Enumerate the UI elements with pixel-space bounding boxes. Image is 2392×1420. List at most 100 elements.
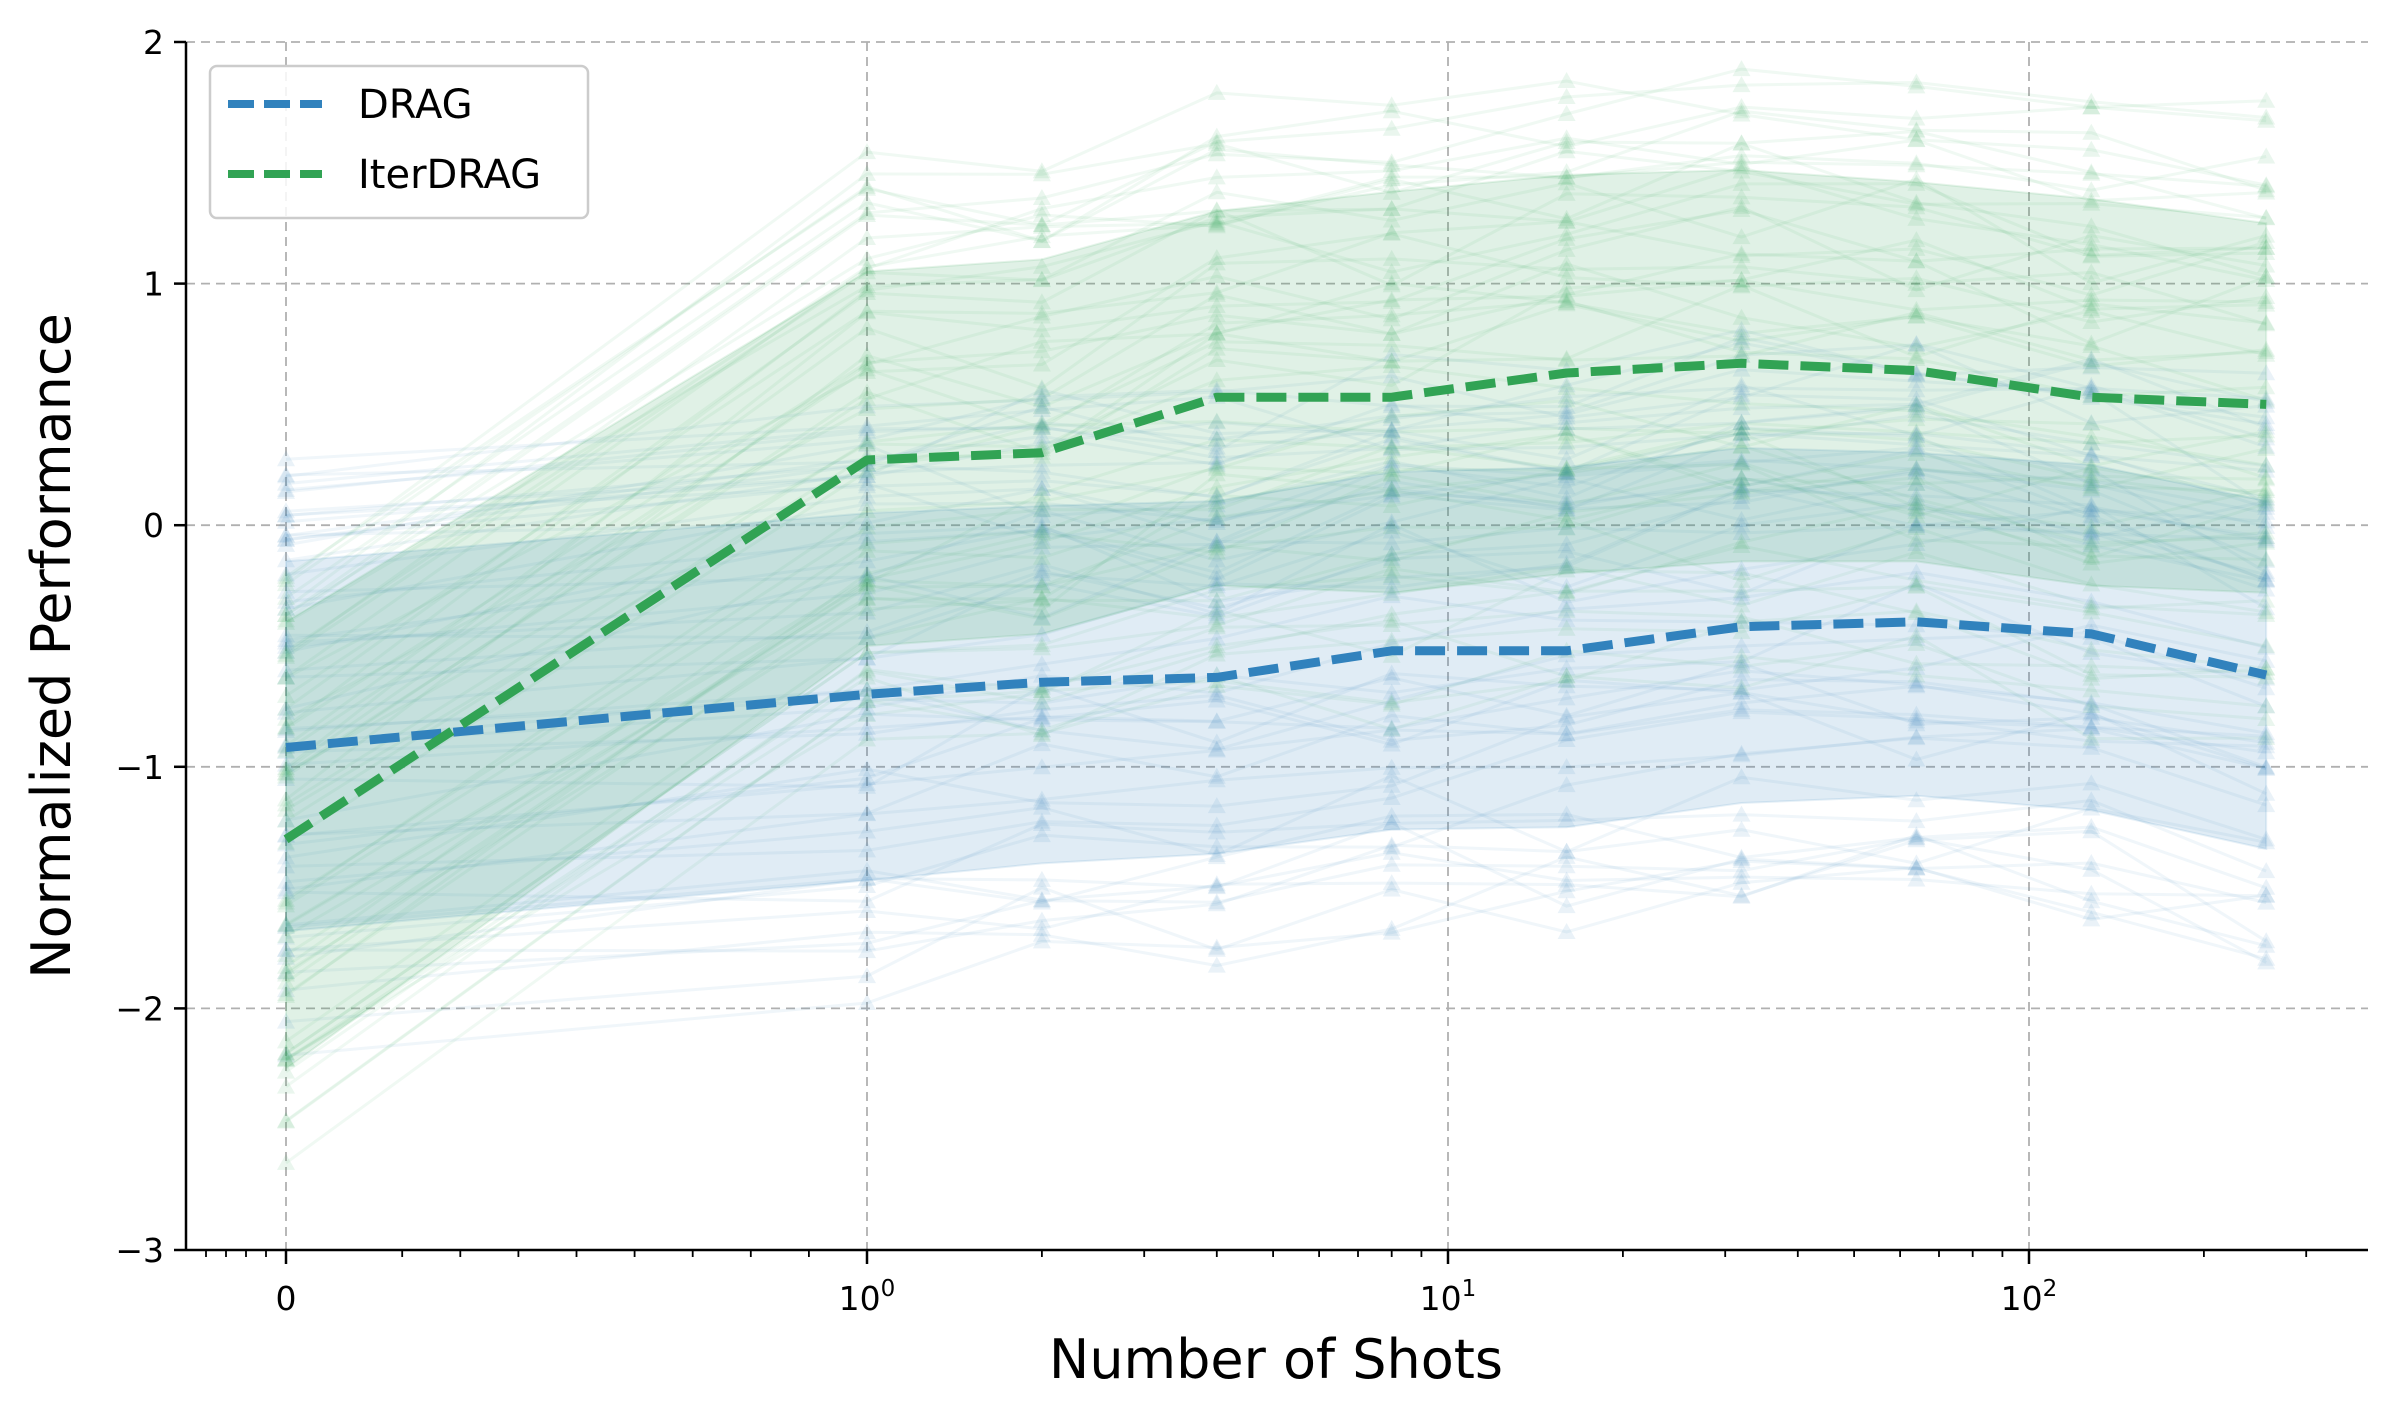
run-marker-drag: [2082, 718, 2101, 735]
run-line-drag: [285, 393, 2267, 517]
run-line-iterdrag: [285, 238, 2267, 801]
run-marker-drag: [277, 811, 295, 828]
run-marker-drag: [858, 419, 876, 436]
run-marker-drag: [277, 918, 295, 934]
run-marker-iterdrag: [1557, 424, 1576, 441]
run-marker-iterdrag: [1382, 274, 1401, 291]
run-line-drag: [285, 851, 2267, 927]
run-marker-iterdrag: [2082, 194, 2101, 211]
run-marker-iterdrag: [1907, 231, 1926, 248]
run-marker-iterdrag: [1382, 460, 1401, 477]
run-marker-iterdrag: [2257, 550, 2276, 567]
run-marker-iterdrag: [2257, 668, 2276, 685]
run-marker-drag: [2082, 501, 2101, 518]
run-marker-iterdrag: [277, 647, 295, 664]
run-marker-drag: [1032, 417, 1051, 434]
run-marker-drag: [858, 967, 876, 984]
run-marker-drag: [1907, 365, 1926, 382]
run-marker-iterdrag: [1382, 161, 1401, 178]
run-marker-iterdrag: [1207, 267, 1226, 284]
run-line-iterdrag: [285, 278, 2267, 775]
run-marker-iterdrag: [1557, 667, 1576, 684]
run-marker-drag: [277, 948, 295, 965]
run-marker-iterdrag: [858, 534, 876, 551]
run-marker-drag: [1382, 455, 1401, 472]
run-marker-drag: [1032, 891, 1051, 908]
y-tick-label: 2: [143, 23, 164, 62]
run-marker-iterdrag: [2257, 233, 2276, 249]
run-marker-drag: [2257, 498, 2276, 515]
run-marker-drag: [2082, 475, 2101, 491]
run-marker-iterdrag: [1382, 119, 1401, 136]
run-marker-drag: [1907, 424, 1926, 441]
run-marker-drag: [2082, 446, 2101, 463]
run-marker-iterdrag: [1557, 667, 1576, 684]
run-marker-drag: [1382, 515, 1401, 532]
run-marker-iterdrag: [1032, 724, 1051, 741]
run-marker-iterdrag: [1907, 571, 1926, 588]
run-marker-iterdrag: [1557, 260, 1576, 277]
run-marker-iterdrag: [2082, 548, 2101, 565]
run-marker-iterdrag: [1907, 252, 1926, 269]
run-marker-iterdrag: [1557, 433, 1576, 450]
run-marker-iterdrag: [1382, 720, 1401, 737]
run-marker-iterdrag: [2257, 456, 2276, 473]
run-marker-drag: [2082, 353, 2101, 370]
run-marker-iterdrag: [277, 741, 295, 758]
run-marker-drag: [1557, 776, 1576, 793]
run-marker-iterdrag: [1907, 395, 1926, 412]
run-marker-iterdrag: [1907, 602, 1926, 619]
run-marker-iterdrag: [1557, 268, 1576, 285]
run-marker-drag: [1382, 668, 1401, 685]
run-marker-drag: [1207, 684, 1226, 701]
run-marker-drag: [1032, 925, 1051, 942]
run-marker-iterdrag: [1907, 121, 1926, 138]
run-marker-drag: [2257, 936, 2276, 953]
run-marker-iterdrag: [1907, 576, 1926, 593]
run-line-iterdrag: [285, 584, 2267, 1061]
run-marker-iterdrag: [277, 719, 295, 736]
run-marker-drag: [2082, 592, 2101, 609]
run-marker-iterdrag: [277, 613, 295, 630]
run-marker-drag: [277, 626, 295, 643]
run-marker-drag: [1907, 791, 1926, 808]
run-marker-iterdrag: [1032, 492, 1051, 509]
run-marker-drag: [277, 719, 295, 736]
run-marker-drag: [858, 487, 876, 504]
run-marker-drag: [1207, 741, 1226, 758]
run-marker-drag: [277, 450, 295, 467]
run-marker-drag: [1732, 493, 1751, 510]
run-marker-drag: [1207, 570, 1226, 587]
run-marker-drag: [2257, 517, 2276, 534]
run-marker-iterdrag: [1207, 283, 1226, 300]
run-marker-drag: [1032, 479, 1051, 496]
run-marker-iterdrag: [1557, 419, 1576, 436]
run-marker-iterdrag: [1732, 571, 1751, 588]
run-marker-drag: [277, 466, 295, 482]
run-marker-drag: [1732, 654, 1751, 671]
run-marker-drag: [1557, 467, 1576, 484]
run-marker-drag: [1557, 725, 1576, 742]
run-line-iterdrag: [285, 262, 2267, 721]
run-marker-drag: [1732, 480, 1751, 497]
run-marker-drag: [277, 770, 295, 786]
run-marker-drag: [1732, 488, 1751, 504]
confidence-bands: [285, 168, 2268, 1071]
run-marker-drag: [277, 661, 295, 678]
run-marker-iterdrag: [2257, 605, 2276, 622]
run-marker-drag: [858, 942, 876, 959]
run-marker-drag: [277, 721, 295, 738]
run-marker-drag: [1032, 608, 1051, 625]
run-marker-iterdrag: [1732, 324, 1751, 341]
run-marker-iterdrag: [277, 767, 295, 784]
run-marker-iterdrag: [1207, 254, 1226, 271]
run-marker-drag: [1207, 767, 1226, 784]
run-marker-iterdrag: [1732, 346, 1751, 363]
run-marker-iterdrag: [1382, 336, 1401, 353]
run-marker-iterdrag: [2257, 591, 2276, 608]
run-marker-drag: [1732, 670, 1751, 687]
run-marker-drag: [858, 869, 876, 886]
run-line-iterdrag: [285, 105, 2267, 586]
run-marker-iterdrag: [1907, 519, 1926, 535]
run-marker-drag: [1907, 616, 1926, 633]
